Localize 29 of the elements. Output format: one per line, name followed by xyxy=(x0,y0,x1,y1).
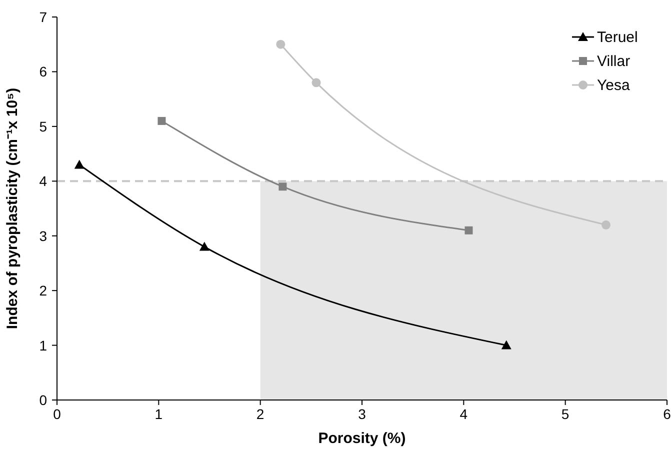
x-tick-label: 0 xyxy=(53,406,62,422)
point xyxy=(74,160,84,169)
legend-label: Teruel xyxy=(597,29,638,46)
y-tick-label: 2 xyxy=(39,282,48,299)
point xyxy=(276,40,286,49)
point xyxy=(278,182,287,191)
x-tick-label: 1 xyxy=(154,406,163,422)
point xyxy=(199,242,210,251)
y-tick-label: 6 xyxy=(39,64,48,80)
x-tick-label: 6 xyxy=(663,406,671,422)
y-tick-label: 7 xyxy=(39,9,48,25)
legend-label: Yesa xyxy=(597,77,630,94)
y-axis-title: Index of pyroplasticity (cm⁻¹x 10⁵) xyxy=(4,88,21,330)
y-tick-label: 5 xyxy=(39,118,48,134)
x-tick-label: 2 xyxy=(256,406,264,422)
y-tick-label: 0 xyxy=(39,392,48,408)
point xyxy=(158,116,166,125)
y-tick-label: 1 xyxy=(39,337,48,354)
x-axis-title: Porosity (%) xyxy=(318,430,406,447)
x-tick-label: 3 xyxy=(358,406,366,422)
legend-label: Villar xyxy=(597,53,630,70)
point xyxy=(464,226,473,234)
x-tick-label: 5 xyxy=(561,406,570,422)
x-tick-label: 4 xyxy=(460,406,468,422)
point xyxy=(602,220,610,230)
point xyxy=(501,340,512,350)
point xyxy=(312,78,321,88)
y-tick-label: 3 xyxy=(39,228,48,244)
y-tick-label: 4 xyxy=(39,173,48,190)
